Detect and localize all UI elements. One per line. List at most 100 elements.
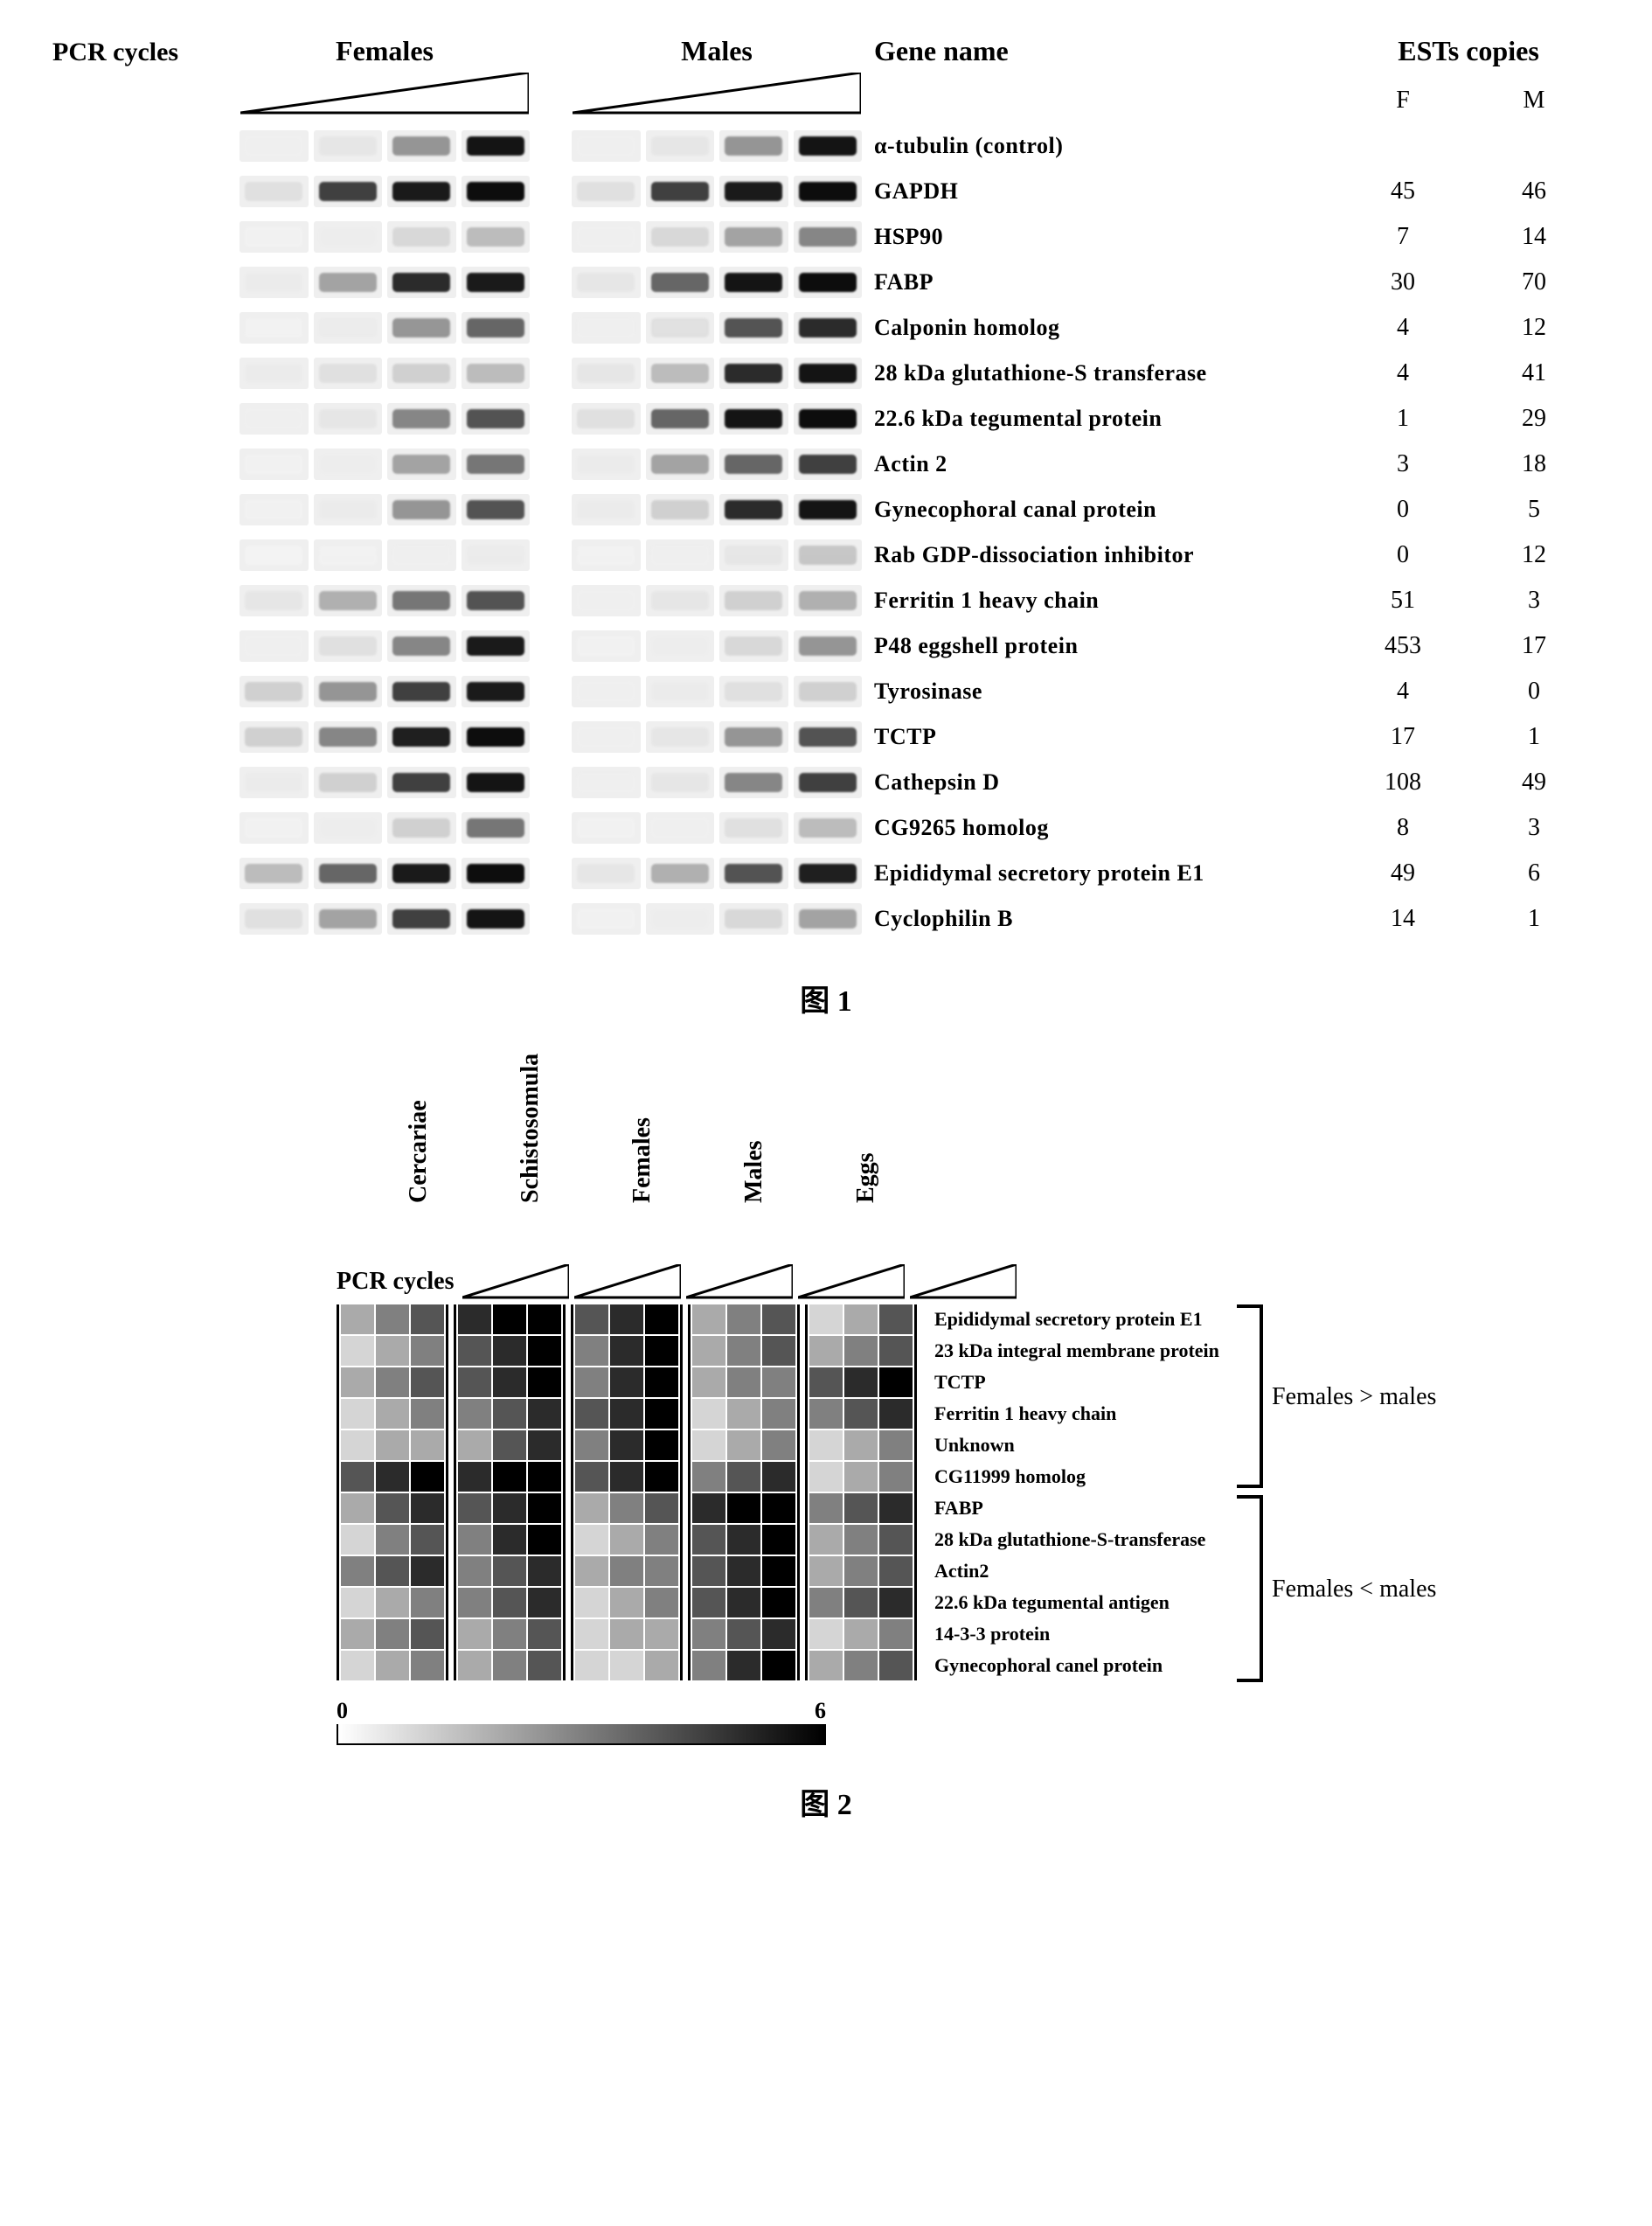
male-gel-lane	[568, 856, 865, 891]
est-values: 441	[1337, 359, 1600, 387]
heatmap-cell	[844, 1588, 878, 1617]
heatmap-cell	[762, 1399, 795, 1429]
heatmap-cell	[692, 1619, 725, 1649]
male-gel-lane	[568, 356, 865, 391]
heatmap-cell	[809, 1556, 843, 1586]
gene-name-label: CG9265 homolog	[865, 815, 1337, 841]
heatmap-cell-row	[809, 1367, 913, 1397]
heatmap-cell	[575, 1304, 608, 1334]
heatmap-cell	[844, 1651, 878, 1680]
heatmap-cell	[376, 1462, 409, 1492]
bracket-b-label: Females < males	[1272, 1576, 1436, 1603]
heatmap-cell	[610, 1336, 643, 1366]
heatmap-cell	[411, 1336, 444, 1366]
fig2-wedge-row: PCR cycles	[337, 1264, 1394, 1299]
gel-band	[387, 721, 456, 753]
gel-band	[314, 539, 383, 571]
gel-band	[462, 312, 531, 344]
heatmap-cell	[879, 1336, 913, 1366]
heatmap-cell	[528, 1651, 561, 1680]
heatmap-cell	[809, 1525, 843, 1555]
gel-band	[314, 585, 383, 616]
gel-band	[719, 130, 788, 162]
gel-row: Tyrosinase40	[52, 669, 1600, 714]
figure-2-caption: 图 2	[52, 1780, 1600, 1823]
heatmap-cell	[692, 1462, 725, 1492]
heatmap-cell	[411, 1367, 444, 1397]
gel-band	[387, 449, 456, 480]
heatmap-cell-row	[341, 1588, 444, 1617]
gel-band	[572, 312, 641, 344]
heatmap-cell	[692, 1304, 725, 1334]
scale-min: 0	[337, 1698, 348, 1724]
gel-band	[719, 721, 788, 753]
heatmap-cell	[610, 1525, 643, 1555]
heatmap-cell	[610, 1493, 643, 1523]
gel-band	[314, 267, 383, 298]
heatmap-row-labels: Epididymal secretory protein E123 kDa in…	[934, 1304, 1219, 1680]
heatmap-cell	[879, 1525, 913, 1555]
gel-band	[462, 221, 531, 253]
female-gel-lane	[236, 129, 533, 163]
gene-name-label: GAPDH	[865, 178, 1337, 205]
heatmap-stage-column	[688, 1304, 800, 1680]
gel-band	[719, 630, 788, 662]
heatmap-cell	[645, 1556, 678, 1586]
heatmap-cell	[458, 1399, 491, 1429]
female-gel-lane	[236, 765, 533, 800]
wedge-icon	[240, 73, 529, 115]
gel-band	[719, 449, 788, 480]
heatmap-cell-row	[692, 1399, 795, 1429]
heatmap-stage-column	[571, 1304, 683, 1680]
heatmap-cell	[411, 1556, 444, 1586]
gel-band	[719, 676, 788, 707]
heatmap-cell	[376, 1651, 409, 1680]
est-m-value: 1	[1468, 905, 1600, 933]
heatmap-cell	[879, 1493, 913, 1523]
est-f-value: 108	[1337, 769, 1468, 796]
heatmap-cell-row	[692, 1588, 795, 1617]
gel-row: P48 eggshell protein45317	[52, 623, 1600, 669]
heatmap-cell	[844, 1304, 878, 1334]
gel-band	[646, 221, 715, 253]
heatmap-cell-row	[809, 1462, 913, 1492]
female-gel-lane	[236, 629, 533, 664]
heatmap-cell	[528, 1336, 561, 1366]
heatmap-cell	[341, 1493, 374, 1523]
male-gel-lane	[568, 583, 865, 618]
gel-band	[794, 267, 863, 298]
male-gel-lane	[568, 674, 865, 709]
gel-band	[794, 630, 863, 662]
gel-row: GAPDH4546	[52, 169, 1600, 214]
male-gel-lane	[568, 538, 865, 573]
heatmap-cell-row	[341, 1619, 444, 1649]
est-values: 171	[1337, 723, 1600, 751]
gene-name-label: Cathepsin D	[865, 769, 1337, 796]
heatmap-cell	[727, 1304, 760, 1334]
gel-band	[239, 221, 309, 253]
heatmap-gene-label: 14-3-3 protein	[934, 1619, 1219, 1649]
female-gel-lane	[236, 356, 533, 391]
gel-row: Gynecophoral canal protein05	[52, 487, 1600, 532]
heatmap-cell	[411, 1462, 444, 1492]
gel-band	[646, 812, 715, 844]
heatmap-cell-row	[341, 1367, 444, 1397]
heatmap-cell	[727, 1430, 760, 1460]
gel-band	[239, 358, 309, 389]
gel-band	[719, 358, 788, 389]
gel-band	[314, 812, 383, 844]
heatmap-cell	[411, 1399, 444, 1429]
female-gel-lane	[236, 674, 533, 709]
heatmap-cell	[493, 1462, 526, 1492]
gel-band	[646, 767, 715, 798]
gel-row: HSP90714	[52, 214, 1600, 260]
heatmap-cell	[762, 1304, 795, 1334]
stage-label: Females	[628, 1091, 656, 1203]
est-m-value: 70	[1468, 268, 1600, 296]
heatmap-cell-row	[575, 1651, 678, 1680]
heatmap-cell	[727, 1588, 760, 1617]
heatmap-cell-row	[458, 1367, 561, 1397]
heatmap-cell	[528, 1367, 561, 1397]
heatmap-cell	[575, 1588, 608, 1617]
heatmap-gene-label: Gynecophoral canel protein	[934, 1651, 1219, 1680]
